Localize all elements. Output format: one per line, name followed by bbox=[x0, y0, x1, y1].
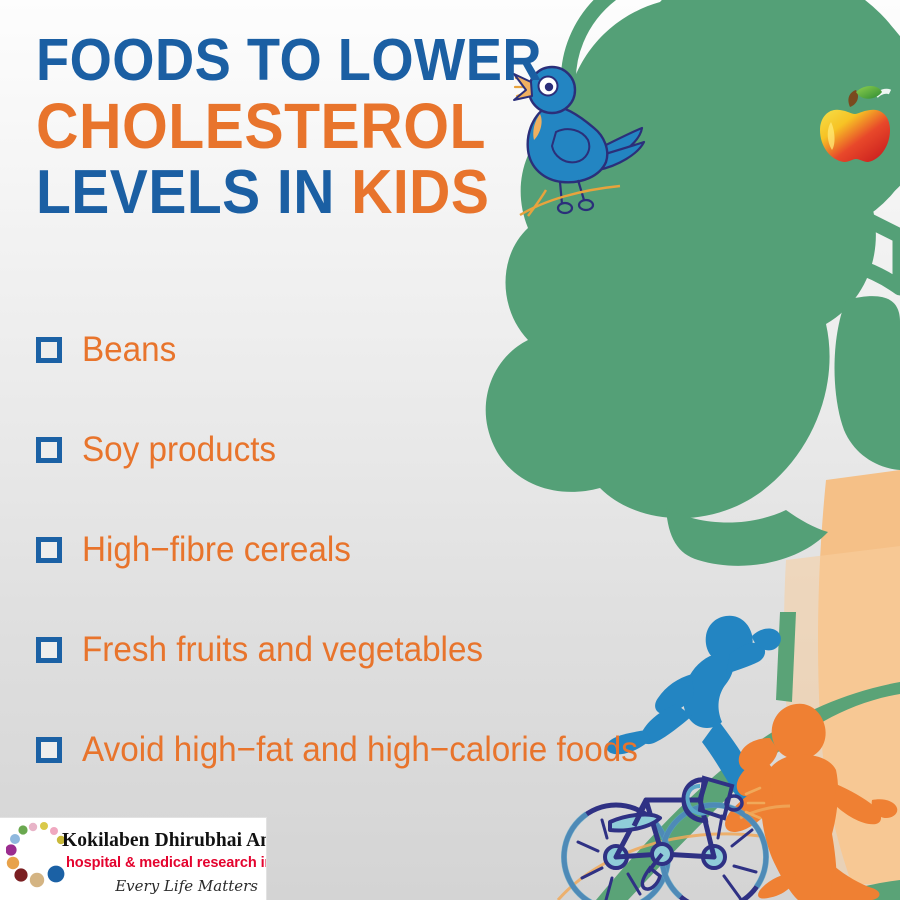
page-title: FOODS TO LOWER CHOLESTEROL LEVELS IN KID… bbox=[36, 27, 556, 224]
title-line-1: FOODS TO LOWER bbox=[36, 27, 543, 93]
checkbox-icon[interactable] bbox=[36, 737, 62, 763]
list-item-label: Fresh fruits and vegetables bbox=[82, 630, 484, 669]
list-item[interactable]: Soy products bbox=[36, 430, 686, 470]
tree-trunk bbox=[784, 470, 900, 890]
checkbox-icon[interactable] bbox=[36, 537, 62, 563]
walking-child-icon bbox=[725, 703, 898, 900]
list-item-label: Soy products bbox=[82, 430, 277, 469]
list-item[interactable]: High−fibre cereals bbox=[36, 530, 686, 570]
list-item-label: High−fibre cereals bbox=[82, 530, 351, 569]
list-item-label: Avoid high−fat and high−calorie foods bbox=[82, 730, 638, 769]
logo-subtitle: hospital & medical research institute bbox=[66, 854, 266, 871]
list-item-label: Beans bbox=[82, 330, 177, 369]
title-line-3-prefix: LEVELS IN bbox=[36, 158, 352, 228]
tree-canopy-lobe bbox=[834, 296, 900, 470]
checkbox-icon[interactable] bbox=[36, 437, 62, 463]
title-line-3: LEVELS IN KIDS bbox=[36, 162, 514, 224]
checkbox-icon[interactable] bbox=[36, 637, 62, 663]
logo-name: Kokilaben Dhirubhai Ambani bbox=[62, 830, 266, 851]
checkbox-icon[interactable] bbox=[36, 337, 62, 363]
list-item[interactable]: Avoid high−fat and high−calorie foods bbox=[36, 730, 686, 770]
list-item[interactable]: Fresh fruits and vegetables bbox=[36, 630, 686, 670]
apple-icon bbox=[820, 86, 892, 162]
food-checklist: Beans Soy products High−fibre cereals Fr… bbox=[36, 330, 686, 830]
hospital-logo[interactable]: Kokilaben Dhirubhai Ambani hospital & me… bbox=[0, 818, 266, 900]
tree-canopy-outline bbox=[545, 0, 900, 348]
list-item[interactable]: Beans bbox=[36, 330, 686, 370]
title-line-2: CHOLESTEROL bbox=[36, 90, 486, 163]
logo-dots-icon bbox=[6, 822, 66, 888]
title-line-3-accent: KIDS bbox=[351, 158, 490, 228]
logo-tagline: Every Life Matters bbox=[115, 877, 258, 895]
